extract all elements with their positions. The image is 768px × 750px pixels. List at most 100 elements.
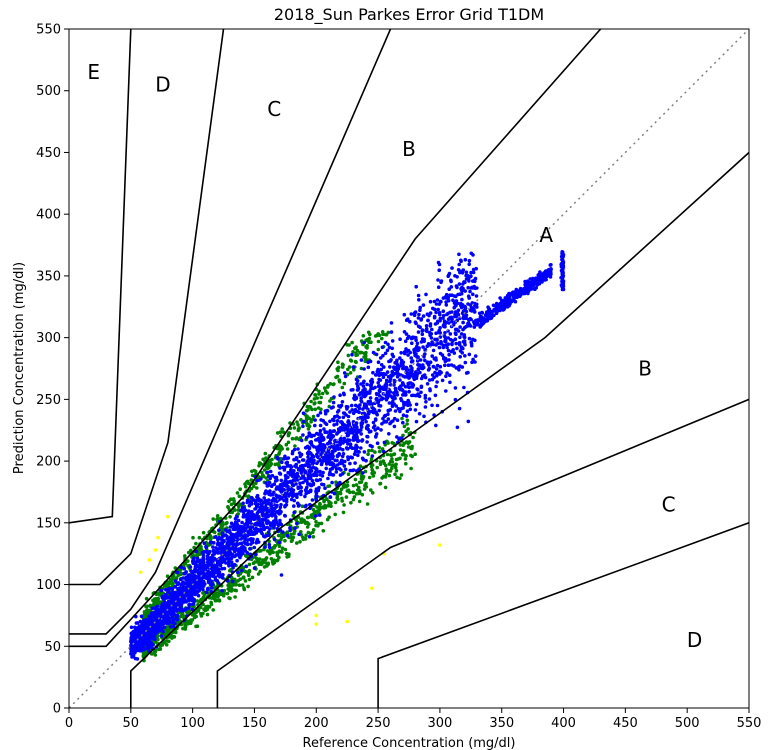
zone-a-point xyxy=(334,470,339,474)
zone-a-point xyxy=(426,318,430,323)
zone-a-point xyxy=(425,382,430,386)
zone-a-point xyxy=(335,422,339,426)
zone-a-point xyxy=(458,292,462,297)
zone-b-point xyxy=(224,522,228,526)
zone-a-point xyxy=(247,520,251,525)
zone-b-point xyxy=(219,592,223,596)
zone-a-point xyxy=(560,279,564,284)
zone-a-point xyxy=(387,401,392,405)
zone-a-point xyxy=(423,393,428,398)
zone-b-point xyxy=(406,427,411,431)
zone-a-point xyxy=(270,473,275,478)
zone-a-point xyxy=(448,380,452,385)
zone-a-point xyxy=(160,594,165,599)
zone-b-point xyxy=(207,605,212,609)
zone-a-point xyxy=(378,386,383,391)
zone-a-point xyxy=(397,385,402,390)
zone-a-point xyxy=(298,481,302,486)
zone-b-point xyxy=(400,416,404,421)
zone-a-point xyxy=(281,481,286,486)
zone-a-point xyxy=(474,266,479,271)
zone-b-point xyxy=(270,550,274,554)
zone-a-point xyxy=(180,594,184,599)
zone-a-point xyxy=(216,537,220,542)
zone-b-point xyxy=(313,393,318,397)
zone-a-point xyxy=(461,268,466,272)
zone-a-point xyxy=(457,364,461,369)
zone-a-point xyxy=(229,560,234,564)
zone-a-point xyxy=(404,347,408,351)
zone-a-point xyxy=(285,533,290,538)
zone-a-point xyxy=(176,587,180,591)
zone-a-point xyxy=(399,351,404,355)
zone-a-point xyxy=(292,504,296,508)
zone-b-point xyxy=(311,414,316,419)
zone-a-point xyxy=(248,525,252,530)
zone-a-point xyxy=(310,498,315,502)
zone-a-point xyxy=(422,414,426,419)
zone-a-point xyxy=(206,557,210,562)
zone-a-point xyxy=(287,492,292,497)
zone-b-point xyxy=(411,435,415,440)
zone-b-point xyxy=(283,547,288,552)
zone-a-point xyxy=(420,329,425,333)
zone-a-point xyxy=(410,368,414,373)
zone-b-point xyxy=(404,429,408,434)
zone-a-point xyxy=(198,558,203,563)
zone-a-point xyxy=(317,444,321,449)
zone-a-point xyxy=(436,260,441,265)
zone-a-point xyxy=(391,396,396,401)
zone-b-point xyxy=(380,476,384,480)
zone-a-point xyxy=(403,375,407,379)
zone-b-point xyxy=(319,395,323,400)
zone-b-point xyxy=(341,510,346,515)
zone-a-point xyxy=(265,490,269,495)
zone-a-point xyxy=(187,603,191,607)
zone-a-point xyxy=(399,396,403,401)
zone-a-point xyxy=(144,617,149,622)
zone-a-point xyxy=(255,493,260,498)
zone-a-point xyxy=(444,374,448,379)
zone-a-point xyxy=(221,576,225,580)
zone-a-point xyxy=(439,340,443,344)
zone-boundary-line xyxy=(69,29,132,524)
zone-b-point xyxy=(398,443,403,447)
zone-a-point xyxy=(232,549,237,554)
zone-a-point xyxy=(309,451,313,456)
zone-a-point xyxy=(244,521,248,526)
zone-a-point xyxy=(214,565,219,569)
zone-b-point xyxy=(306,427,311,431)
zone-a-point xyxy=(270,523,275,527)
zone-a-point xyxy=(328,462,333,467)
zone-a-point xyxy=(175,615,179,619)
zone-a-point xyxy=(379,363,384,367)
zone-a-point xyxy=(255,502,260,507)
zone-a-point xyxy=(420,332,425,337)
zone-a-point xyxy=(358,375,362,379)
zone-a-point xyxy=(142,647,146,652)
zone-a-point xyxy=(464,309,469,314)
zone-b-point xyxy=(156,596,161,601)
zone-b-point xyxy=(294,437,298,441)
zone-a-point xyxy=(242,506,246,510)
zone-a-point xyxy=(186,598,191,603)
zone-a-point xyxy=(432,314,437,319)
zone-b-point xyxy=(381,332,385,337)
zone-a-point xyxy=(278,466,282,470)
zone-b-point xyxy=(402,449,406,453)
zone-a-point xyxy=(338,473,343,477)
zone-b-point xyxy=(410,446,414,451)
zone-a-point xyxy=(220,534,225,538)
zone-a-point xyxy=(502,306,507,310)
zone-a-point xyxy=(205,554,210,559)
zone-b-point xyxy=(264,476,268,480)
zone-b-point xyxy=(181,626,185,631)
zone-a-point xyxy=(266,530,271,534)
zone-a-point xyxy=(362,450,367,454)
zone-b-point xyxy=(383,475,388,479)
zone-b-point xyxy=(337,378,342,382)
zone-a-point xyxy=(196,571,201,575)
zone-a-point xyxy=(487,308,491,313)
zone-a-point xyxy=(449,278,453,283)
zone-b-point xyxy=(233,595,237,599)
